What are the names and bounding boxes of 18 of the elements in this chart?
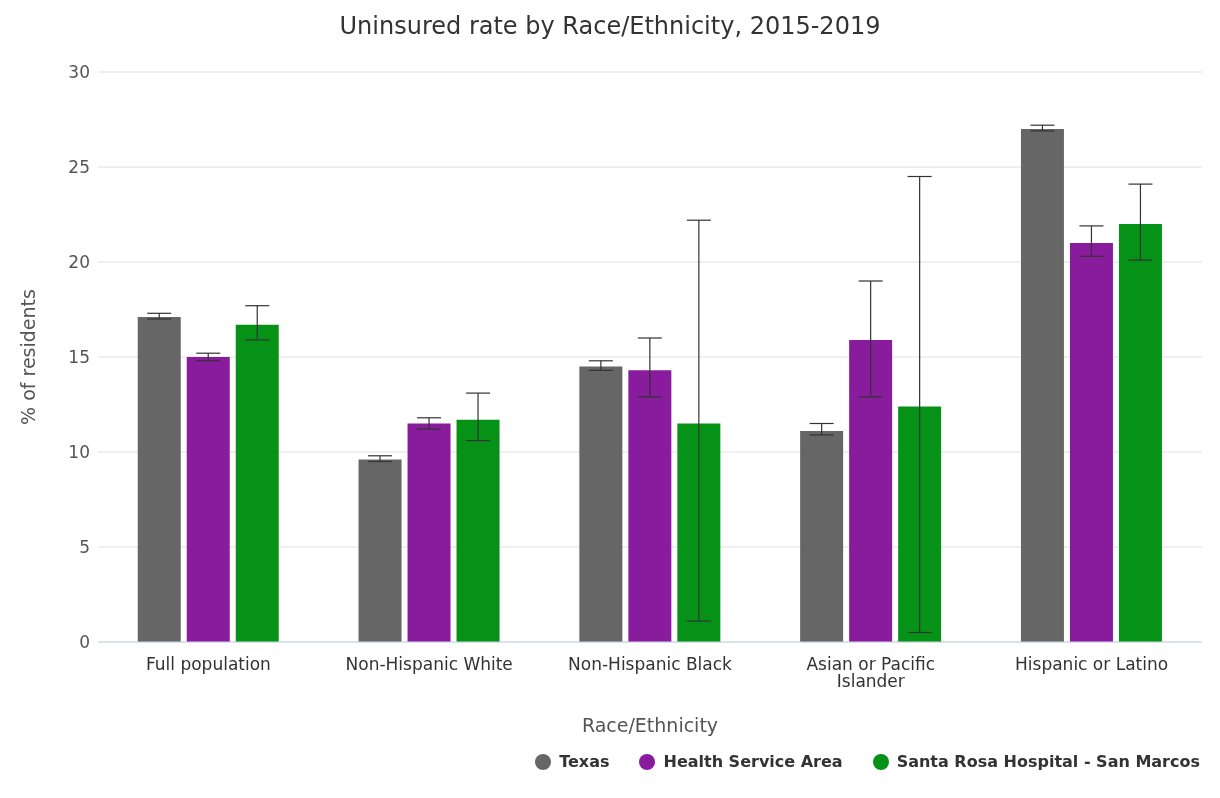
- y-tick-label: 15: [68, 347, 90, 368]
- y-axis-title: % of residents: [16, 289, 39, 425]
- x-tick-label: Full population: [145, 654, 271, 675]
- legend-label: Health Service Area: [663, 752, 843, 771]
- legend-label: Texas: [559, 752, 610, 771]
- y-tick-label: 30: [68, 62, 90, 83]
- y-tick-label: 5: [79, 537, 90, 558]
- y-tick-label: 10: [68, 442, 90, 463]
- legend-label: Santa Rosa Hospital - San Marcos: [896, 752, 1200, 771]
- x-tick-label: Asian or Pacific Islander: [806, 654, 936, 692]
- y-tick-label: 25: [68, 157, 90, 178]
- x-tick-label: Non-Hispanic Black: [568, 654, 733, 675]
- y-tick-label: 0: [79, 632, 90, 653]
- x-tick-label: Hispanic or Latino: [1015, 654, 1169, 675]
- x-axis-title: Race/Ethnicity: [581, 714, 719, 736]
- chart-title: Uninsured rate by Race/Ethnicity, 2015-2019: [338, 11, 882, 42]
- y-tick-label: 20: [68, 252, 90, 273]
- x-tick-label: Non-Hispanic White: [345, 654, 513, 675]
